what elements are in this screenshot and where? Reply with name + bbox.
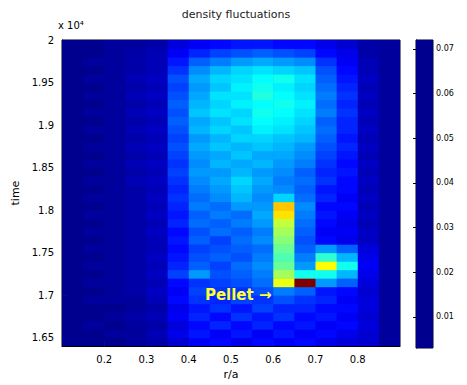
svg-text:0.8: 0.8	[350, 354, 366, 365]
svg-text:0.02: 0.02	[436, 268, 454, 277]
svg-text:0.05: 0.05	[436, 134, 454, 143]
svg-text:0.7: 0.7	[308, 354, 324, 365]
svg-text:1.8: 1.8	[38, 205, 54, 216]
svg-text:0.4: 0.4	[181, 354, 197, 365]
svg-text:0.07: 0.07	[436, 44, 454, 53]
svg-text:1.7: 1.7	[38, 290, 54, 301]
svg-text:1.85: 1.85	[32, 162, 54, 173]
svg-text:1.65: 1.65	[32, 332, 54, 343]
svg-text:0.6: 0.6	[265, 354, 281, 365]
svg-text:0.06: 0.06	[436, 89, 454, 98]
svg-text:1.9: 1.9	[38, 120, 54, 131]
svg-text:2: 2	[48, 35, 54, 46]
svg-text:density fluctuations: density fluctuations	[182, 8, 291, 21]
svg-text:r/a: r/a	[224, 368, 239, 381]
svg-text:1.95: 1.95	[32, 77, 54, 88]
svg-text:0.2: 0.2	[96, 354, 112, 365]
svg-text:0.04: 0.04	[436, 178, 454, 187]
svg-text:0.03: 0.03	[436, 223, 454, 232]
svg-text:time: time	[9, 180, 22, 205]
svg-text:x 10⁴: x 10⁴	[58, 20, 84, 31]
svg-text:0.3: 0.3	[139, 354, 155, 365]
svg-text:1.75: 1.75	[32, 247, 54, 258]
svg-text:0.01: 0.01	[436, 312, 454, 321]
svg-text:0.5: 0.5	[223, 354, 239, 365]
svg-text:Pellet →: Pellet →	[205, 286, 272, 304]
